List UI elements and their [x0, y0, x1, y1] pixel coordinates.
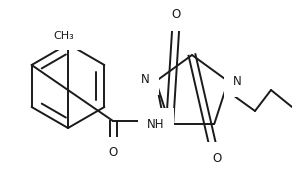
Text: O: O [108, 146, 118, 160]
Text: O: O [171, 9, 181, 22]
Text: N: N [141, 73, 150, 86]
Text: O: O [212, 152, 222, 164]
Text: NH: NH [147, 118, 165, 130]
Text: CH₃: CH₃ [54, 31, 74, 41]
Text: N: N [233, 75, 242, 88]
